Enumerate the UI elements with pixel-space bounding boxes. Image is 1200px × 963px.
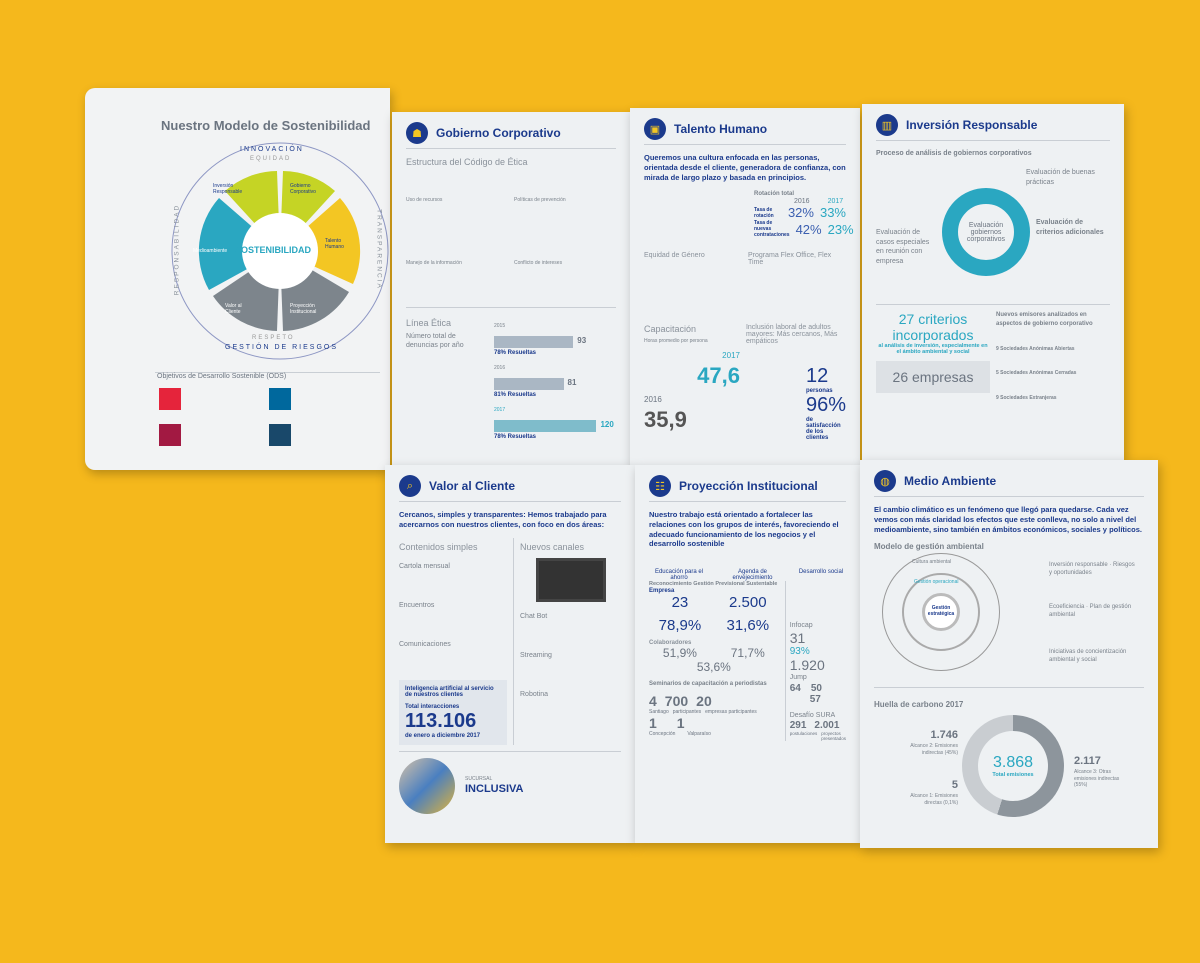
segment-vc: Valor al Cliente bbox=[225, 303, 242, 315]
col-title: Nuevos canales bbox=[520, 541, 585, 552]
modelo-title: Modelo de gestión ambiental bbox=[874, 542, 984, 552]
segment-th: Talento Humano bbox=[325, 238, 344, 250]
ods-16 bbox=[269, 388, 291, 410]
wheel-top: INNOVACIÓN bbox=[240, 146, 304, 153]
cap-2016: 35,9 bbox=[644, 407, 687, 433]
section-title: Valor al Cliente bbox=[429, 479, 516, 493]
wheel-equidad: EQUIDAD bbox=[250, 156, 292, 162]
pillar: Agenda de envejecimiento bbox=[732, 569, 773, 581]
section-title: Gobierno Corporativo bbox=[436, 126, 561, 140]
segment-ir: Inversión Responsable bbox=[213, 183, 243, 195]
col-title: Contenidos simples bbox=[399, 541, 478, 552]
search-person-icon: ⌕ bbox=[399, 475, 421, 497]
group: 9 Sociedades Extranjeras bbox=[996, 395, 1057, 402]
item: Manejo de la información bbox=[406, 259, 462, 266]
bar-row: 2016 81 81% Resueltas bbox=[494, 364, 577, 398]
emisores-title: Nuevos emisores analizados en aspectos d… bbox=[996, 312, 1093, 327]
section-lead: Cercanos, simples y transparentes: Hemos… bbox=[399, 510, 607, 529]
programa-title: Programa Flex Office, Flex Time bbox=[748, 252, 832, 267]
item: Conflicto de intereses bbox=[514, 259, 563, 266]
pillar: Educación para el ahorro bbox=[654, 569, 704, 581]
section-title: Medio Ambiente bbox=[904, 474, 997, 488]
item: Uso de recursos bbox=[406, 197, 443, 203]
section-title: Talento Humano bbox=[674, 122, 768, 136]
step-1: Evaluación de buenas prácticas bbox=[1026, 169, 1095, 186]
medio-ambiente-panel: ◍ Medio Ambiente El cambio climático es u… bbox=[860, 460, 1158, 848]
wheel-bottom: GESTIÓN DE RIESGOS bbox=[225, 344, 339, 351]
item: Políticas de prevención bbox=[514, 197, 566, 203]
chart-icon: ▥ bbox=[876, 114, 898, 136]
criterios-value: 27 criterios incorporados bbox=[892, 311, 974, 344]
ods-title: Objetivos de Desarrollo Sostenible (ODS) bbox=[157, 373, 287, 380]
section-title: Inversión Responsable bbox=[906, 118, 1038, 132]
inclusion-title: Inclusión laboral de adultos mayores: Má… bbox=[745, 324, 838, 346]
section-subtitle: Estructura del Código de Ética bbox=[406, 157, 528, 167]
total-interacciones: 113.106 bbox=[405, 709, 477, 732]
globe-icon: ◍ bbox=[874, 470, 896, 492]
wheel-center: SOSTENIBILIDAD bbox=[235, 245, 312, 255]
section-lead: El cambio climático es un fenómeno que l… bbox=[874, 505, 1142, 534]
wheel-left: RESPONSABILIDAD bbox=[173, 203, 181, 296]
inclusiva-logo: INCLUSIVA bbox=[465, 783, 524, 796]
id-card-icon: ▣ bbox=[644, 118, 666, 140]
capacitacion-sub: Horas promedio por persona bbox=[644, 338, 708, 345]
ods-1 bbox=[159, 388, 181, 410]
section-title: Proyección Institucional bbox=[679, 479, 818, 493]
laptop-image bbox=[535, 557, 606, 602]
huella-title: Huella de carbono 2017 bbox=[874, 700, 964, 710]
divider bbox=[399, 750, 621, 752]
bar-row: 2017 120 78% Resueltas bbox=[494, 406, 614, 440]
sucursal-photo bbox=[399, 757, 455, 814]
cap-2017: 47,6 bbox=[697, 363, 740, 389]
satisfaccion-value: 96% bbox=[805, 394, 846, 417]
rings-diagram bbox=[882, 553, 1000, 672]
linea-etica-title: Línea Ética bbox=[406, 317, 452, 328]
ods-17 bbox=[269, 424, 291, 446]
segment-pi: Proyección Institucional bbox=[290, 303, 317, 315]
segment-ma: Medioambiente bbox=[193, 248, 228, 254]
capacitacion-title: Capacitación bbox=[644, 324, 697, 335]
gobierno-corporativo-panel: ☗ Gobierno Corporativo Estructura del Cód… bbox=[392, 112, 630, 467]
sustainability-wheel bbox=[171, 142, 389, 360]
equidad-title: Equidad de Género bbox=[644, 252, 705, 260]
divider bbox=[876, 304, 1110, 306]
rotation-title: Rotación total bbox=[754, 191, 794, 198]
people-icon: ☗ bbox=[406, 122, 428, 144]
flap-title: Nuestro Modelo de Sostenibilidad bbox=[161, 118, 371, 133]
valor-al-cliente-panel: ⌕ Valor al Cliente Cercanos, simples y tr… bbox=[385, 465, 635, 843]
section-subtitle: Proceso de análisis de gobiernos corpora… bbox=[876, 150, 1032, 157]
group: 9 Sociedades Anónimas Abiertas bbox=[996, 345, 1075, 352]
segment-gc: Gobierno Corporativo bbox=[290, 183, 316, 195]
personas-value: 12 bbox=[805, 365, 829, 388]
wheel-right: TRANSPARENCIA bbox=[375, 209, 383, 290]
proyeccion-institucional-panel: ☷ Proyección Institucional Nuestro trabaj… bbox=[635, 465, 860, 843]
divider bbox=[406, 306, 616, 308]
inversion-responsable-panel: ▥ Inversión Responsable Proceso de anális… bbox=[862, 104, 1124, 460]
total-emisiones: 3.868 bbox=[992, 753, 1034, 771]
divider bbox=[155, 372, 380, 373]
ia-title: Inteligencia artificial al servicio de n… bbox=[405, 685, 494, 698]
section-lead: Queremos una cultura enfocada en las per… bbox=[644, 153, 846, 182]
wheel-respeto: RESPETO bbox=[252, 335, 295, 341]
empresas-value: 26 empresas bbox=[876, 361, 990, 394]
ods-8 bbox=[159, 424, 181, 446]
talento-humano-panel: ▣ Talento Humano Queremos una cultura enf… bbox=[630, 108, 860, 466]
group: 5 Sociedades Anónimas Cerradas bbox=[996, 370, 1077, 377]
pillar: Desarrollo social bbox=[798, 569, 844, 575]
divider bbox=[874, 687, 1144, 689]
evaluation-donut: Evaluación gobiernos corporativos bbox=[942, 188, 1030, 277]
section-lead: Nuestro trabajo está orientado a fortale… bbox=[649, 510, 839, 549]
bar-row: 2015 93 78% Resueltas bbox=[494, 322, 587, 356]
step-2: Evaluación de criterios adicionales bbox=[1036, 219, 1104, 236]
group-icon: ☷ bbox=[649, 475, 671, 497]
linea-etica-sub: Número total de denuncias por año bbox=[406, 332, 464, 349]
sustainability-model-flap: Nuestro Modelo de Sostenibilidad SOSTENI… bbox=[85, 88, 390, 470]
step-3: Evaluación de casos especiales en reunió… bbox=[876, 229, 930, 265]
